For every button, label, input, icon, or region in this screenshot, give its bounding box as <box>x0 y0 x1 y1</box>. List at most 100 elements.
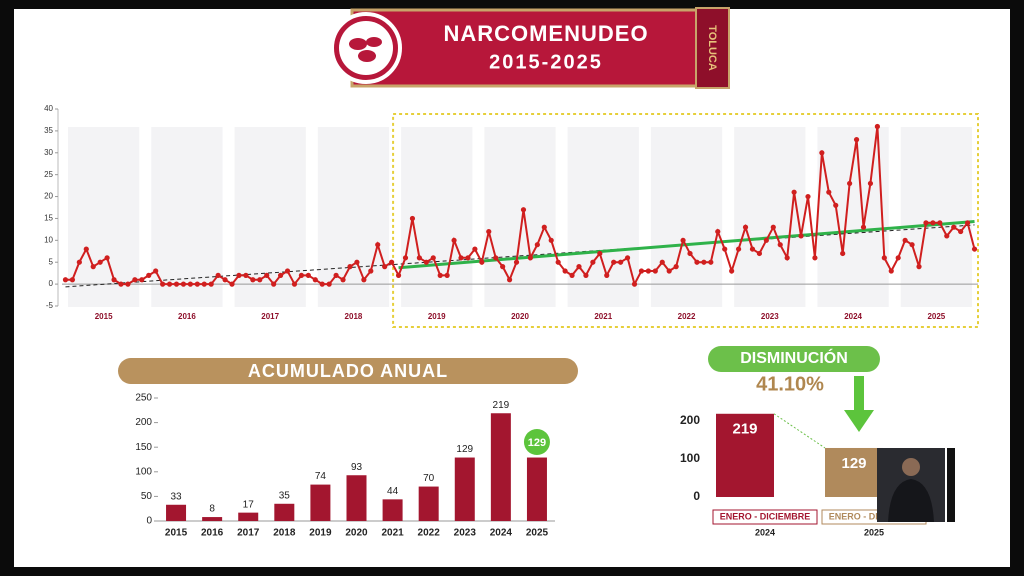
point <box>833 202 839 208</box>
point <box>840 250 846 257</box>
point <box>534 242 540 248</box>
point <box>583 272 589 278</box>
point <box>597 250 603 257</box>
point <box>305 272 311 278</box>
point <box>416 255 422 261</box>
point <box>569 272 575 278</box>
point <box>777 242 783 248</box>
x-tick-label: 2017 <box>237 528 260 539</box>
point <box>83 246 89 252</box>
point <box>541 224 547 230</box>
point <box>916 264 922 270</box>
point <box>389 259 395 265</box>
x-tick-label: 2016 <box>201 528 224 539</box>
point <box>562 268 568 274</box>
y-tick-label: 200 <box>135 417 152 428</box>
chart-title: DISMINUCIÓN <box>740 348 848 367</box>
x-tick-label: 2025 <box>526 528 549 539</box>
point <box>659 259 665 265</box>
point <box>881 255 887 261</box>
point <box>146 272 152 278</box>
point <box>291 281 298 287</box>
tag-box <box>695 7 730 89</box>
point <box>62 277 69 283</box>
point <box>673 264 679 270</box>
year-label: 2023 <box>761 312 779 321</box>
bar <box>418 486 439 521</box>
year-panel <box>650 127 723 307</box>
point <box>312 277 318 283</box>
point <box>826 189 832 195</box>
y-tick-label: 15 <box>44 214 53 223</box>
point <box>895 255 901 261</box>
y-tick-label: 100 <box>680 451 700 465</box>
point <box>347 264 353 270</box>
point <box>819 150 825 156</box>
point <box>708 259 714 265</box>
bar <box>382 499 403 521</box>
point <box>201 281 207 287</box>
y-tick-label: 150 <box>135 442 152 453</box>
point <box>153 268 159 274</box>
point <box>555 259 561 265</box>
title-pill <box>118 358 578 384</box>
point <box>319 281 325 287</box>
point <box>333 272 339 278</box>
year-panel <box>68 127 140 307</box>
video-edge <box>947 448 955 522</box>
point <box>187 281 193 287</box>
point <box>215 272 221 278</box>
point <box>222 277 228 283</box>
bar <box>825 447 883 497</box>
value-label: 70 <box>423 473 435 484</box>
point <box>257 277 263 283</box>
point <box>784 255 790 261</box>
point <box>111 277 117 283</box>
value-label: 219 <box>493 400 510 411</box>
point <box>236 272 242 278</box>
bar <box>310 484 331 521</box>
bar <box>490 413 511 521</box>
point <box>645 268 651 274</box>
point <box>631 281 638 287</box>
point <box>160 281 166 287</box>
point <box>853 137 860 143</box>
point <box>118 281 124 287</box>
point <box>402 255 409 261</box>
point <box>361 277 367 283</box>
point <box>715 228 721 235</box>
point <box>624 255 631 261</box>
point <box>860 224 867 230</box>
value-label: 33 <box>170 491 182 502</box>
point <box>742 224 749 230</box>
point <box>277 272 284 278</box>
header-title: NARCOMENUDEO <box>443 21 648 46</box>
video-overlay <box>877 448 955 522</box>
point <box>520 207 527 213</box>
point <box>458 255 464 261</box>
point <box>680 237 686 243</box>
header: NARCOMENUDEO 2015-2025 TOLUCA <box>330 7 730 89</box>
value-label: 129 <box>528 437 546 449</box>
year-label: 2022 <box>678 312 696 321</box>
year-label: 2021 <box>594 312 612 321</box>
point <box>180 281 187 287</box>
point <box>479 259 485 265</box>
value-label: 8 <box>209 504 215 515</box>
point <box>687 250 693 257</box>
point <box>930 220 936 226</box>
y-tick-label: 40 <box>44 104 53 113</box>
y-tick-label: 10 <box>44 235 53 244</box>
point <box>271 281 277 287</box>
point <box>208 281 214 287</box>
point <box>548 237 554 243</box>
year-label: 2025 <box>927 312 945 321</box>
point <box>340 277 346 283</box>
point <box>486 228 492 235</box>
point <box>298 272 305 278</box>
point <box>971 246 978 252</box>
x-tick-label: 2018 <box>273 528 296 539</box>
year-label: 2015 <box>95 312 113 321</box>
pill-icon <box>366 37 382 47</box>
bar <box>454 457 475 521</box>
